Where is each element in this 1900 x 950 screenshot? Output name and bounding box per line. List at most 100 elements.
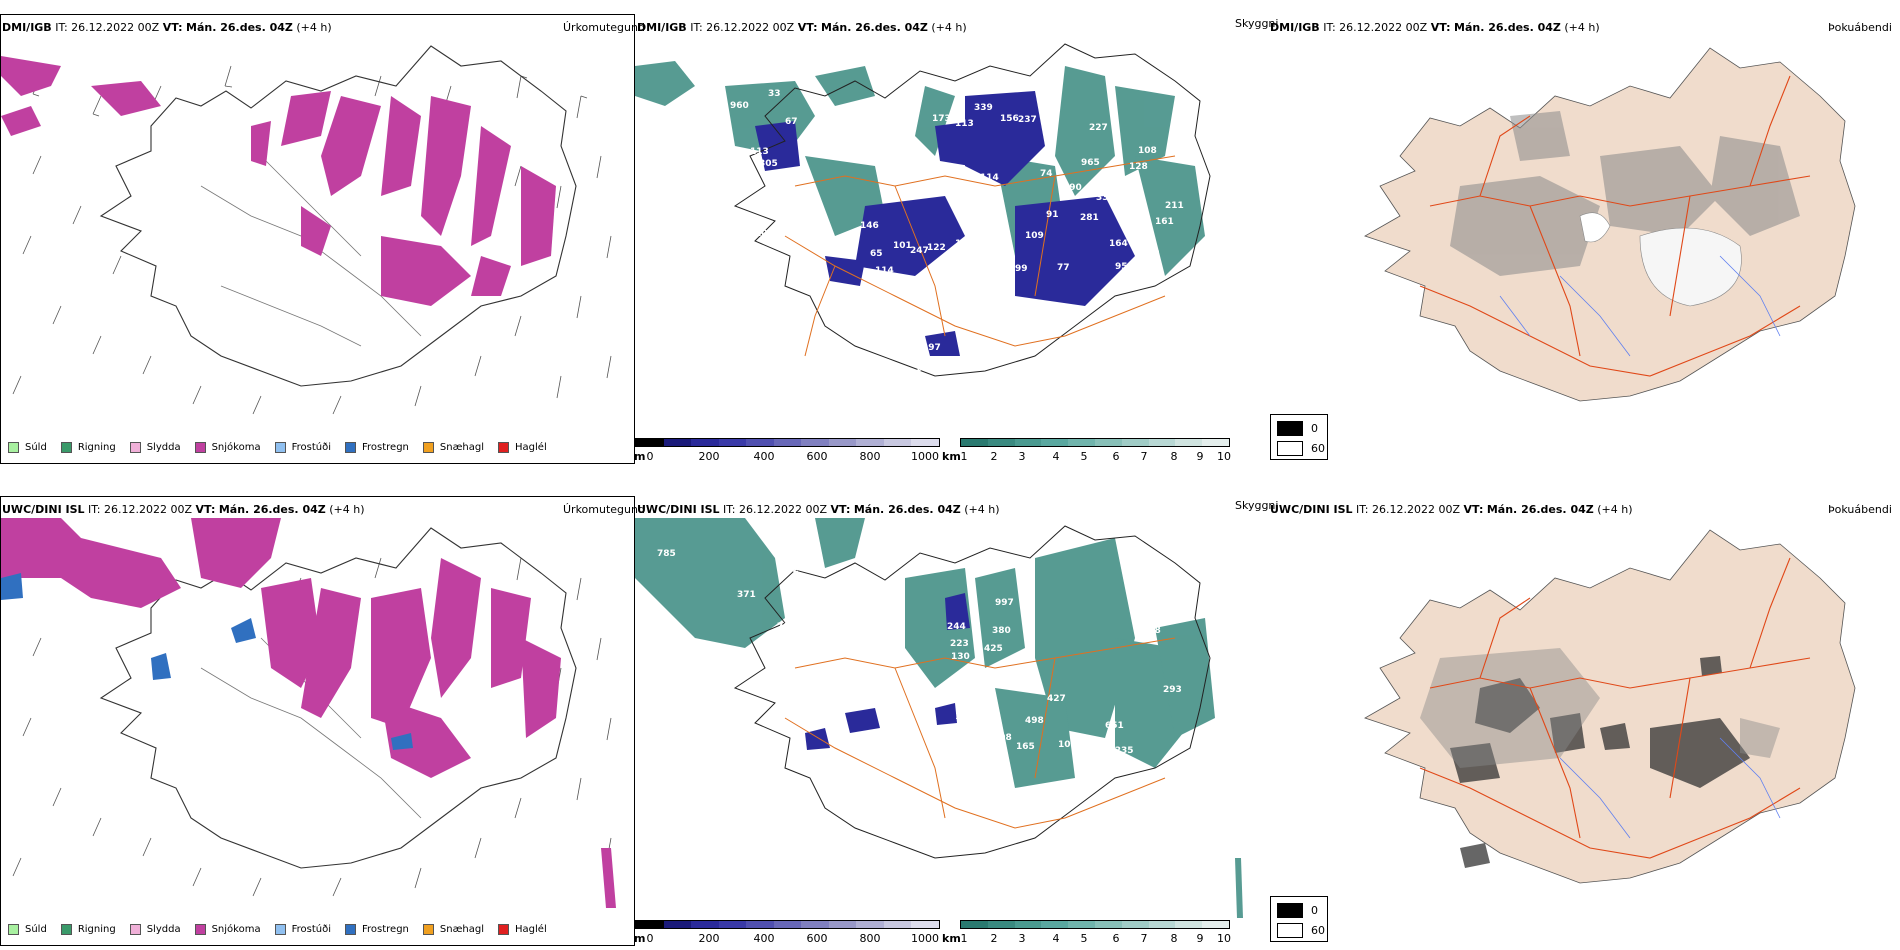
panel-header: UWC/DINI ISL IT: 26.12.2022 00Z VT: Mán.… [2, 503, 365, 516]
vis-label: 190 [1063, 183, 1082, 193]
vis-label: 960 [730, 101, 749, 111]
cbar-bin [1068, 439, 1095, 446]
vis-label: 208 [940, 725, 959, 735]
vis-label: 53 [915, 383, 928, 393]
precip-type-panel-dmi [0, 14, 635, 464]
roads [1419, 75, 1811, 377]
cbar-bin [961, 439, 988, 446]
panel-title: Þokuábendi [1828, 21, 1892, 34]
cbar-bin [856, 439, 884, 446]
cbar-bin [1121, 439, 1149, 446]
legend-item: Snæhagl [422, 924, 484, 935]
legend-item: Snjókoma [194, 924, 261, 935]
vis-label: 785 [657, 549, 676, 559]
vis-label: 108 [1138, 146, 1157, 156]
panel-header: DMI/IGB IT: 26.12.2022 00Z VT: Mán. 26.d… [637, 21, 967, 34]
vis-label: 173 [932, 114, 951, 124]
vis-label: 308 [993, 733, 1012, 743]
cbar-bin [883, 921, 912, 928]
vis-label: 176 [955, 712, 974, 722]
vis-label: 161 [1155, 217, 1174, 227]
cbar-bin [1068, 921, 1095, 928]
cbar-bin [1014, 921, 1042, 928]
cbar-bin [773, 921, 802, 928]
vis-label: 113 [750, 147, 769, 157]
visibility-map-uwc: 785 742 371 894 700890 244 223 130 425 3… [635, 518, 1243, 918]
cbar-bin [718, 439, 747, 446]
legend-item: Frostúði [274, 442, 331, 453]
legend-item: Súld [8, 924, 47, 935]
cbar-bin [663, 921, 692, 928]
visibility-colorbar-m-dmi [635, 438, 940, 447]
km-ticks: 1 2 3 4 5 6 7 8 9 10 [960, 932, 1232, 945]
km-unit: km [942, 450, 961, 463]
legend-item: Frostregn [345, 442, 409, 453]
cbar-bin [911, 439, 940, 446]
vis-label: 238 [805, 224, 824, 234]
vis-label: 109 [1025, 231, 1044, 241]
vis-label: 244 [947, 622, 966, 632]
cbar-bin [828, 439, 857, 446]
legend-item: Snjókoma [194, 442, 261, 453]
precip-type-legend-uwc: Súld Rigning Slydda Snjókoma Frostúði Fr… [8, 924, 561, 935]
frost-rain-areas [1, 573, 413, 750]
cbar-bin [773, 439, 802, 446]
cbar-bin [691, 921, 719, 928]
panel-header: DMI/IGB IT: 26.12.2022 00Z VT: Mán. 26.d… [1270, 21, 1600, 34]
km-ticks: 1 2 3 4 5 6 7 8 9 10 [960, 450, 1232, 463]
rivers [1499, 255, 1781, 357]
cbar-bin [1148, 439, 1176, 446]
vis-label: 107 [1058, 740, 1077, 750]
rivers [1559, 737, 1781, 839]
snow-areas [1, 518, 616, 908]
panel-title: Úrkomutegund [563, 503, 645, 516]
fog-grey-areas [1450, 111, 1800, 276]
panel-title: Þokuábendi [1828, 503, 1892, 516]
vis-label: 281 [1080, 213, 1099, 223]
vis-label: 651 [1105, 721, 1124, 731]
roads [784, 155, 1176, 357]
vis-label: 227 [1089, 123, 1108, 133]
vis-label: 67 [785, 117, 798, 127]
vis-label: 146 [860, 221, 879, 231]
panel-title: Úrkomutegund [563, 21, 645, 34]
vis-label: 371 [737, 590, 756, 600]
cbar-bin [1094, 921, 1122, 928]
vis-label: 74 [925, 861, 938, 871]
cbar-bin [1014, 439, 1042, 446]
visibility-colorbar-km-uwc [960, 920, 1230, 929]
vis-label: 122 [927, 243, 946, 253]
vis-label: 65 [870, 249, 883, 259]
precip-type-legend-dmi: Súld Rigning Slydda Snjókoma Frostúði Fr… [8, 442, 561, 453]
vis-label: 425 [984, 644, 1003, 654]
vis-label: 427 [1047, 694, 1066, 704]
vis-label: 700890 [777, 622, 815, 632]
vis-label: 165 [1016, 742, 1035, 752]
visibility-labels: 33 960 67 113 305 238 105 65 114 146 101… [730, 89, 1184, 393]
vis-label: 238 [1142, 626, 1161, 636]
legend-item: Súld [8, 442, 47, 453]
vis-label: 498 [1025, 716, 1044, 726]
vis-label: 112 [893, 722, 912, 732]
vis-label: 197 [922, 343, 941, 353]
cbar-bin [801, 921, 829, 928]
cbar-bin [746, 921, 774, 928]
vis-label: 101 [893, 241, 912, 251]
vis-label: 105 [755, 229, 774, 239]
precip-map-dmi [1, 45, 612, 415]
vis-label: 223 [950, 639, 969, 649]
vis-label: 302 [1120, 199, 1139, 209]
vis-label: 105 [933, 179, 952, 189]
m-ticks: 0 200 400 600 800 1000 [646, 450, 940, 463]
vis-label: 166 [966, 674, 985, 684]
visibility-colorbar-km-dmi [960, 438, 1230, 447]
vis-label: 305 [759, 159, 778, 169]
legend-item: Frostúði [274, 924, 331, 935]
cbar-bin [1148, 921, 1176, 928]
vis-label: 164 [1109, 239, 1128, 249]
vis-label: 247 [910, 246, 929, 256]
cbar-bin [987, 439, 1015, 446]
legend-item: Haglél [498, 924, 547, 935]
vis-label: 965 [1081, 158, 1100, 168]
vis-label: 293 [1163, 685, 1182, 695]
